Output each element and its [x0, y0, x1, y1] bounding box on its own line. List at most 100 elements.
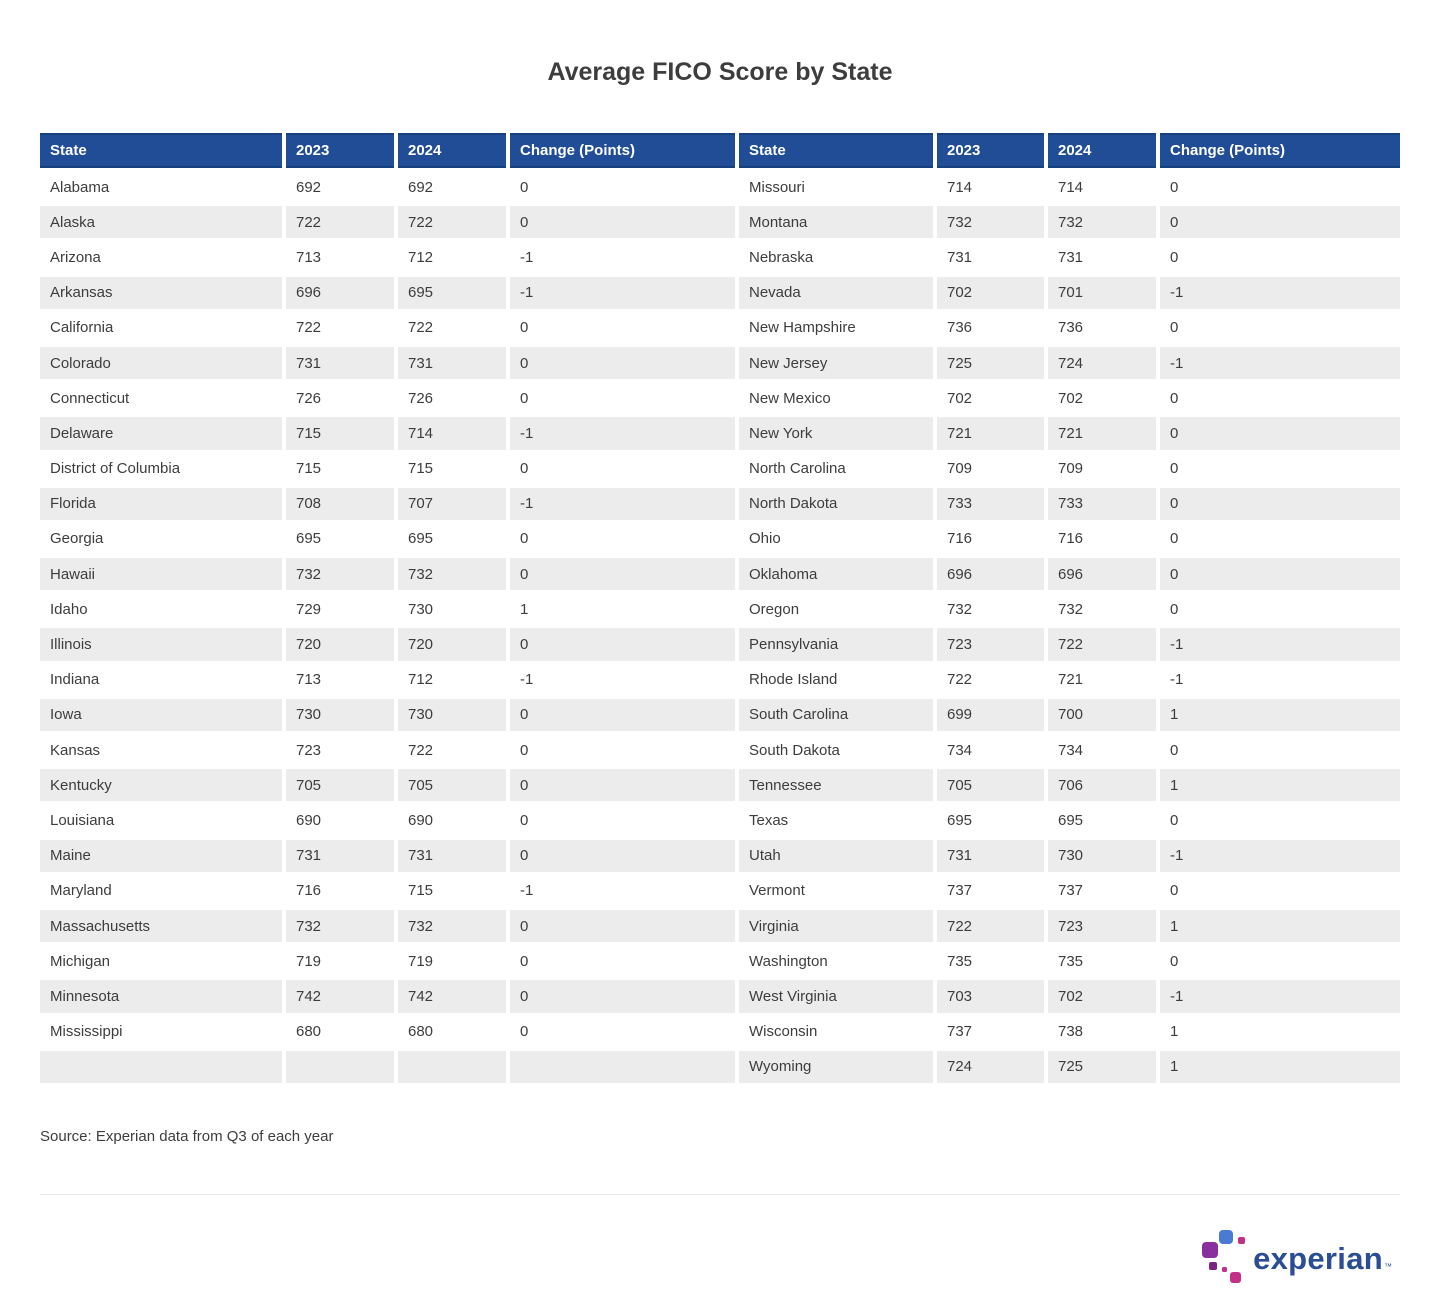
cell-2024: 715: [408, 882, 434, 900]
cell-change: 0: [1160, 487, 1400, 520]
cell-change: -1: [1160, 839, 1400, 872]
cell-2024: 738: [1058, 1023, 1084, 1041]
cell-2024: 724: [1048, 346, 1156, 380]
cell-2023: 722: [937, 909, 1044, 943]
cell-2023: 737: [947, 882, 973, 900]
cell-change: 0: [1160, 206, 1400, 239]
cell-state: Pennsylvania: [739, 628, 933, 661]
cell-state: Iowa: [40, 698, 282, 731]
cell-2023: 732: [947, 600, 973, 618]
cell-2023: 732: [286, 558, 394, 591]
cell-2024: 726: [408, 389, 434, 407]
divider-line: [40, 1193, 1400, 1195]
cell-2023: 705: [937, 769, 1044, 802]
cell-change: -1: [520, 882, 534, 900]
cell-2024: 715: [408, 460, 434, 478]
cell-state: Oklahoma: [739, 558, 933, 591]
cell-change: 0: [510, 909, 735, 943]
cell-2023: 726: [296, 389, 322, 407]
cell-2023: 692: [296, 178, 322, 196]
experian-logo-icon: [1201, 1229, 1251, 1285]
cell-change: -1: [1170, 671, 1184, 689]
cell-2024: 701: [1048, 276, 1156, 309]
cell-change: 0: [1170, 811, 1179, 829]
logo-square-purple-dot: [1209, 1261, 1218, 1270]
cell-change: 0: [1170, 530, 1179, 548]
cell-2023: 735: [947, 952, 973, 970]
cell-change: -1: [510, 487, 735, 520]
cell-2023: 705: [286, 769, 394, 802]
cell-2024: 742: [398, 980, 506, 1013]
cell-change: 0: [1160, 417, 1400, 450]
cell-change: 0: [520, 811, 529, 829]
cell-state: Alabama: [50, 178, 110, 196]
logo-square-magenta: [1230, 1271, 1242, 1283]
cell-state: Delaware: [40, 417, 282, 450]
cell-2024: 690: [408, 811, 434, 829]
cell-state: Nebraska: [749, 248, 814, 266]
column-header: State: [40, 133, 282, 168]
cell-state: Massachusetts: [40, 909, 282, 943]
cell-change: 0: [1170, 319, 1179, 337]
cell-2023: 731: [286, 839, 394, 872]
cell-2024: 705: [398, 769, 506, 802]
cell-state: Hawaii: [40, 558, 282, 591]
cell-state: Maine: [40, 839, 282, 872]
cell-change: 0: [510, 558, 735, 591]
cell-2023: 722: [947, 671, 973, 689]
cell-2024: 722: [408, 319, 434, 337]
cell-state: Ohio: [749, 530, 781, 548]
cell-2023: 696: [937, 558, 1044, 591]
cell-2023: 716: [296, 882, 322, 900]
cell-change: -1: [520, 671, 534, 689]
cell-change: 0: [1170, 600, 1179, 618]
column-header: Change (Points): [1160, 133, 1400, 168]
cell-2023: 715: [296, 460, 322, 478]
column-header: 2024: [1048, 133, 1156, 168]
cell-2024: 700: [1048, 698, 1156, 731]
cell-2023: 713: [296, 671, 322, 689]
cell-state: Alaska: [40, 206, 282, 239]
cell-state: Rhode Island: [749, 671, 838, 689]
cell-change: 0: [510, 980, 735, 1013]
cell-state: South Carolina: [739, 698, 933, 731]
cell-change: 1: [520, 600, 529, 618]
cell-change: [510, 1050, 735, 1083]
cell-2024: 735: [1058, 952, 1084, 970]
cell-state: Vermont: [749, 882, 805, 900]
cell-2024: 723: [1048, 909, 1156, 943]
cell-2024: 731: [1058, 248, 1084, 266]
cell-2024: 722: [1048, 628, 1156, 661]
cell-change: 0: [1170, 952, 1179, 970]
cell-2023: 722: [286, 206, 394, 239]
cell-2024: 695: [1058, 811, 1084, 829]
cell-change: -1: [1160, 346, 1400, 380]
cell-change: 0: [520, 460, 529, 478]
cell-state: Arizona: [50, 248, 101, 266]
cell-state: Wyoming: [739, 1050, 933, 1083]
cell-2023: 732: [937, 206, 1044, 239]
cell-2024: 730: [408, 600, 434, 618]
cell-2024: 695: [398, 276, 506, 309]
trademark-symbol: ™: [1384, 1261, 1392, 1271]
cell-2023: 702: [947, 389, 973, 407]
cell-change: 0: [1170, 460, 1179, 478]
cell-2023: 731: [947, 248, 973, 266]
column-header: 2023: [937, 133, 1044, 168]
cell-change: 0: [520, 319, 529, 337]
cell-state: Indiana: [50, 671, 100, 689]
cell-2023: 731: [286, 346, 394, 380]
footer: experian ™: [40, 1228, 1400, 1286]
cell-2023: 714: [947, 178, 973, 196]
cell-state: Maryland: [50, 882, 112, 900]
cell-change: 1: [1170, 1023, 1179, 1041]
cell-change: -1: [1160, 628, 1400, 661]
cell-2023: 724: [937, 1050, 1044, 1083]
cell-state: District of Columbia: [50, 460, 181, 478]
cell-state: New York: [739, 417, 933, 450]
cell-state: Colorado: [40, 346, 282, 380]
cell-state: Wisconsin: [749, 1023, 818, 1041]
cell-state: New Jersey: [739, 346, 933, 380]
cell-2024: 736: [1058, 319, 1084, 337]
cell-state: Oregon: [749, 600, 800, 618]
